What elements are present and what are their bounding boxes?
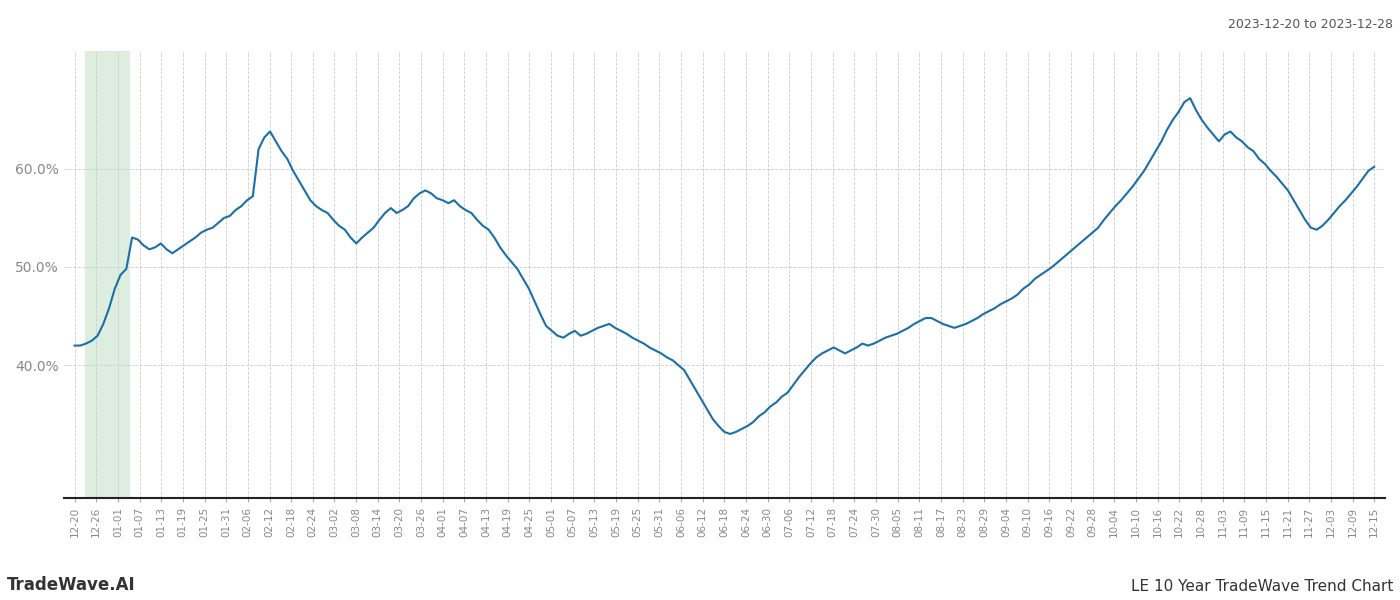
Bar	[85, 51, 129, 498]
Text: 2023-12-20 to 2023-12-28: 2023-12-20 to 2023-12-28	[1228, 18, 1393, 31]
Text: LE 10 Year TradeWave Trend Chart: LE 10 Year TradeWave Trend Chart	[1131, 579, 1393, 594]
Text: TradeWave.AI: TradeWave.AI	[7, 576, 136, 594]
